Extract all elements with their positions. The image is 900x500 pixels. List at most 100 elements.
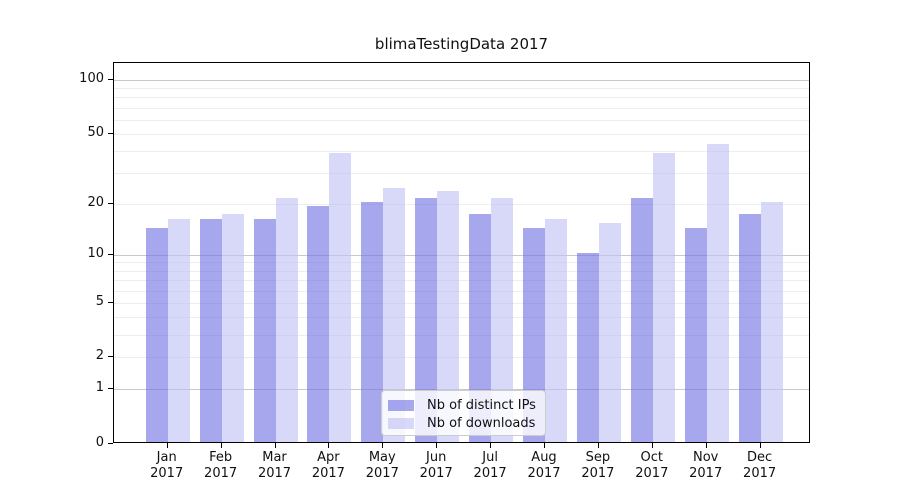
y-tick-mark-100 bbox=[108, 79, 113, 80]
bar-nb-of-downloads-jun-2017 bbox=[437, 191, 460, 442]
x-tick-label-apr-2017: Apr 2017 bbox=[298, 450, 358, 482]
gridline-minor-7 bbox=[114, 280, 809, 281]
bar-nb-of-distinct-ips-sep-2017 bbox=[576, 252, 599, 442]
gridline-minor-40 bbox=[114, 151, 809, 153]
x-tick-label-year: 2017 bbox=[311, 466, 345, 481]
legend-label-downloads: Nb of downloads bbox=[427, 415, 536, 431]
y-tick-mark-50 bbox=[108, 132, 113, 134]
bar-nb-of-downloads-oct-2017 bbox=[652, 153, 675, 442]
bar-nb-of-downloads-sep-2017 bbox=[598, 223, 621, 442]
bar-nb-of-distinct-ips-aug-2017 bbox=[523, 228, 545, 442]
x-tick-mark-jul-2017 bbox=[490, 443, 492, 448]
x-tick-mark-mar-2017 bbox=[274, 443, 276, 448]
bar-nb-of-distinct-ips-apr-2017 bbox=[307, 205, 330, 442]
x-tick-mark-sep-2017 bbox=[597, 443, 599, 448]
bar-nb-of-distinct-ips-oct-2017 bbox=[630, 198, 653, 442]
gridline-minor-6 bbox=[114, 290, 809, 292]
x-tick-label-month: Jul bbox=[482, 450, 498, 465]
gridline-minor-30 bbox=[114, 173, 809, 175]
gridline-major-100 bbox=[114, 80, 809, 81]
x-tick-mark-apr-2017 bbox=[328, 443, 330, 448]
bar-nb-of-downloads-feb-2017 bbox=[221, 214, 244, 442]
bar-nb-of-distinct-ips-feb-2017 bbox=[199, 218, 222, 442]
x-tick-label-month: Nov bbox=[693, 450, 719, 465]
gridline-minor-60 bbox=[114, 119, 809, 121]
x-tick-label-month: Jun bbox=[426, 450, 447, 465]
x-tick-label-month: Jan bbox=[156, 450, 177, 465]
bar-nb-of-downloads-jul-2017 bbox=[491, 198, 514, 442]
legend-item-distinct-ips: Nb of distinct IPs bbox=[388, 396, 545, 414]
bar-nb-of-downloads-aug-2017 bbox=[545, 218, 567, 442]
x-tick-label-year: 2017 bbox=[527, 466, 561, 481]
x-tick-mark-feb-2017 bbox=[220, 443, 222, 448]
x-tick-mark-aug-2017 bbox=[544, 443, 545, 448]
bar-nb-of-downloads-jan-2017 bbox=[167, 218, 190, 442]
x-tick-label-jun-2017: Jun 2017 bbox=[406, 450, 466, 482]
bar-nb-of-downloads-nov-2017 bbox=[706, 143, 729, 442]
x-tick-label-mar-2017: Mar 2017 bbox=[245, 450, 305, 482]
y-tick-label-5: 5 bbox=[95, 293, 104, 309]
gridline-minor-50 bbox=[114, 133, 809, 135]
gridline-minor-8 bbox=[114, 270, 809, 272]
gridline-minor-4 bbox=[114, 317, 809, 319]
x-tick-label-may-2017: May 2017 bbox=[352, 450, 412, 482]
chart-title: blimaTestingData 2017 bbox=[374, 35, 549, 53]
x-tick-label-aug-2017: Aug 2017 bbox=[514, 450, 574, 482]
gridline-minor-20 bbox=[114, 203, 809, 205]
gridline-minor-80 bbox=[114, 97, 809, 99]
y-tick-label-0: 0 bbox=[95, 435, 104, 450]
x-tick-label-month: Dec bbox=[747, 450, 773, 465]
bar-nb-of-downloads-may-2017 bbox=[383, 188, 406, 442]
bar-nb-of-downloads-mar-2017 bbox=[275, 198, 298, 442]
y-tick-label-50: 50 bbox=[87, 124, 104, 140]
x-tick-label-month: Mar bbox=[262, 450, 287, 465]
x-tick-label-year: 2017 bbox=[473, 466, 507, 481]
gridline-major-1 bbox=[114, 389, 809, 391]
x-tick-label-year: 2017 bbox=[635, 466, 669, 481]
x-tick-label-year: 2017 bbox=[581, 466, 615, 481]
gridline-minor-3 bbox=[114, 334, 809, 336]
y-tick-label-10: 10 bbox=[87, 245, 104, 261]
x-tick-mark-may-2017 bbox=[382, 443, 384, 448]
bar-nb-of-downloads-dec-2017 bbox=[760, 201, 783, 442]
y-tick-label-1: 1 bbox=[95, 380, 104, 396]
x-tick-label-month: Sep bbox=[585, 450, 611, 465]
x-tick-label-dec-2017: Dec 2017 bbox=[730, 450, 790, 482]
bar-nb-of-distinct-ips-nov-2017 bbox=[684, 228, 707, 442]
legend-swatch-distinct-ips bbox=[388, 399, 414, 411]
x-tick-mark-nov-2017 bbox=[705, 443, 707, 448]
bar-nb-of-distinct-ips-dec-2017 bbox=[738, 214, 761, 442]
x-tick-label-jan-2017: Jan 2017 bbox=[137, 450, 197, 482]
y-tick-mark-1 bbox=[108, 388, 113, 390]
legend-swatch-downloads bbox=[388, 417, 414, 429]
bar-nb-of-distinct-ips-mar-2017 bbox=[253, 218, 276, 442]
x-tick-label-month: Apr bbox=[317, 450, 340, 465]
x-tick-label-month: Aug bbox=[531, 450, 557, 465]
y-tick-mark-2 bbox=[108, 356, 113, 358]
gridline-minor-70 bbox=[114, 107, 809, 109]
y-tick-label-2: 2 bbox=[95, 348, 104, 364]
bar-nb-of-distinct-ips-jul-2017 bbox=[469, 214, 492, 442]
bar-nb-of-distinct-ips-jun-2017 bbox=[415, 198, 438, 442]
legend-item-downloads: Nb of downloads bbox=[388, 414, 545, 432]
gridline-minor-5 bbox=[114, 302, 809, 304]
x-tick-label-sep-2017: Sep 2017 bbox=[568, 450, 628, 482]
x-tick-mark-jan-2017 bbox=[166, 443, 168, 448]
x-tick-label-oct-2017: Oct 2017 bbox=[622, 450, 682, 482]
x-tick-label-feb-2017: Feb 2017 bbox=[191, 450, 251, 482]
x-tick-label-year: 2017 bbox=[365, 466, 399, 481]
gridline-minor-2 bbox=[114, 357, 809, 359]
gridline-minor-90 bbox=[114, 88, 809, 90]
y-tick-mark-5 bbox=[108, 301, 113, 303]
x-tick-label-year: 2017 bbox=[419, 466, 453, 481]
legend-label-distinct-ips: Nb of distinct IPs bbox=[427, 397, 536, 413]
x-tick-label-year: 2017 bbox=[689, 466, 723, 481]
x-tick-mark-dec-2017 bbox=[759, 443, 761, 448]
y-tick-label-20: 20 bbox=[87, 194, 104, 210]
bar-nb-of-distinct-ips-may-2017 bbox=[361, 201, 384, 442]
x-tick-label-year: 2017 bbox=[257, 466, 292, 481]
x-tick-label-month: Oct bbox=[640, 450, 664, 465]
x-tick-label-month: Feb bbox=[209, 450, 233, 465]
x-tick-label-year: 2017 bbox=[204, 466, 238, 481]
y-tick-label-100: 100 bbox=[79, 71, 104, 86]
